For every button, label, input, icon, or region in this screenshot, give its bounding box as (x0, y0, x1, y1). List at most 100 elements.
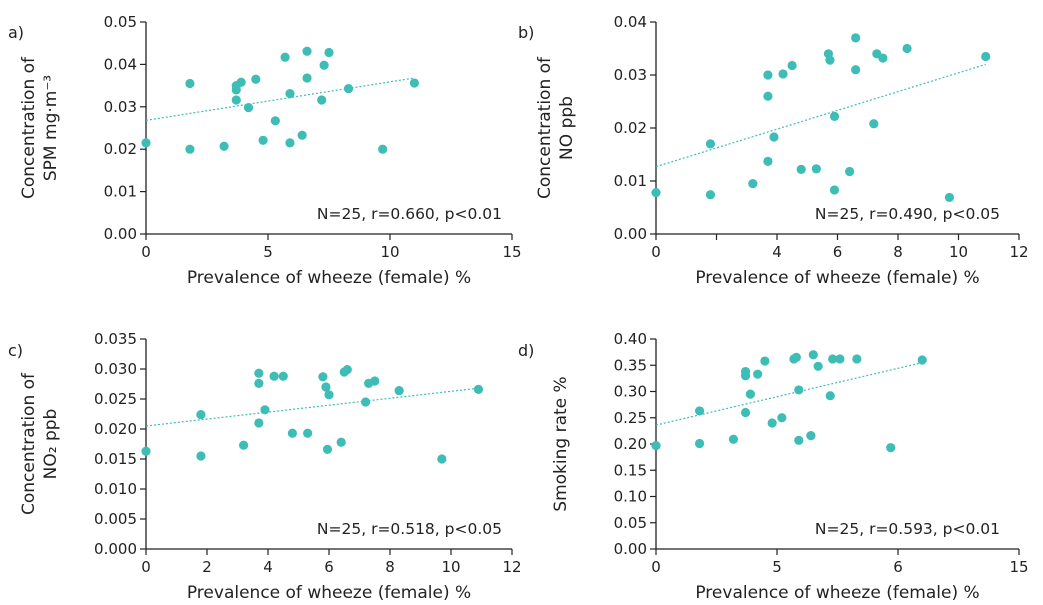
x-tick-label: 0 (141, 558, 151, 576)
data-point (285, 138, 295, 148)
y-axis-label: NO₂ ppb (41, 409, 61, 480)
stats-annotation: N=25, r=0.490, p<0.05 (815, 205, 1000, 223)
data-point (705, 139, 716, 149)
data-point (740, 407, 751, 418)
data-point (835, 354, 845, 364)
y-tick-label: 0.25 (614, 409, 647, 427)
y-tick-label: 0.40 (614, 330, 647, 348)
y-axis-label: Concentration of (19, 372, 39, 515)
data-point (811, 164, 821, 174)
data-point (878, 53, 888, 63)
data-point (796, 164, 806, 174)
data-point (254, 368, 264, 378)
data-point (319, 60, 329, 70)
x-tick-label: 5 (263, 243, 273, 261)
y-tick-label: 0.02 (104, 140, 137, 158)
data-point (763, 70, 773, 80)
data-point (753, 369, 763, 379)
data-point (767, 418, 777, 428)
data-point (239, 440, 249, 450)
data-point (808, 350, 818, 360)
data-point (845, 166, 855, 177)
panel-label: c) (8, 341, 23, 360)
y-tick-label: 0.030 (94, 360, 137, 378)
data-point (794, 435, 804, 445)
data-point (902, 43, 912, 54)
data-point (370, 376, 380, 386)
data-point (185, 144, 195, 154)
data-point (321, 382, 331, 392)
data-point (813, 361, 823, 371)
data-point (651, 188, 661, 198)
y-tick-label: 0.05 (614, 514, 647, 532)
data-point (287, 428, 297, 438)
data-point (825, 391, 835, 401)
x-tick-label: 15 (502, 243, 521, 261)
x-tick-label: 10 (380, 243, 399, 261)
y-axis-label: NO ppb (557, 96, 577, 160)
x-tick-label: 5 (772, 558, 782, 576)
data-point (777, 413, 787, 423)
x-tick-label: 0 (651, 558, 661, 576)
data-point (196, 410, 206, 420)
panel-label: a) (8, 23, 24, 42)
data-point (342, 365, 352, 375)
data-point (829, 111, 840, 121)
stats-annotation: N=25, r=0.660, p<0.01 (317, 205, 502, 223)
panel-a: a) 0.00 0.01 0.02 0.03 0.04 0.05 0 5 10 15 Prevalen… (8, 13, 522, 288)
data-point (336, 437, 346, 447)
y-tick-label: 0.02 (614, 119, 647, 137)
data-point (343, 83, 354, 94)
data-point (324, 47, 334, 58)
trend-line (145, 387, 479, 427)
y-tick-label: 0.00 (614, 540, 647, 558)
y-tick-label: 0.04 (104, 55, 137, 73)
data-point (917, 355, 927, 365)
x-axis-label: Prevalence of wheeze (female) % (695, 583, 979, 603)
data-point (141, 446, 151, 456)
data-point (694, 438, 705, 449)
data-point (791, 352, 801, 362)
data-point (748, 179, 758, 189)
data-point (280, 52, 290, 62)
data-point (394, 386, 404, 396)
y-axis-label: Concentration of (535, 56, 555, 199)
data-point (851, 33, 861, 43)
data-point (825, 55, 835, 65)
y-tick-label: 0.015 (94, 450, 137, 468)
x-tick-label: 6 (833, 243, 843, 261)
y-tick-label: 0.005 (94, 510, 137, 528)
x-tick-label: 4 (772, 243, 782, 261)
data-point (303, 428, 313, 438)
panel-label: b) (518, 23, 534, 42)
data-point (231, 95, 241, 105)
x-axis-label: Prevalence of wheeze (female) % (187, 268, 471, 288)
data-point (219, 141, 229, 151)
y-axis-label: Smoking rate % (551, 376, 571, 511)
data-point (260, 405, 270, 415)
x-tick-label: 8 (385, 558, 395, 576)
data-point (851, 65, 861, 75)
y-tick-label: 0.10 (614, 488, 647, 506)
data-point (251, 74, 261, 84)
data-point (944, 192, 955, 203)
y-tick-label: 0.025 (94, 390, 137, 408)
data-point (760, 356, 770, 366)
data-point (852, 354, 862, 364)
data-point (196, 451, 206, 461)
data-point (302, 46, 312, 56)
stats-annotation: N=25, r=0.518, p<0.05 (317, 520, 502, 538)
data-point (322, 444, 333, 454)
trend-line (655, 362, 923, 426)
data-point (361, 397, 371, 407)
y-tick-label: 0.00 (614, 225, 647, 243)
data-point (254, 378, 264, 388)
data-point (806, 431, 816, 441)
data-point (270, 116, 280, 126)
data-point (829, 185, 840, 195)
y-tick-label: 0.020 (94, 420, 137, 438)
data-point (231, 85, 241, 95)
data-point (745, 389, 755, 399)
data-point (705, 190, 716, 200)
data-point (297, 130, 307, 140)
